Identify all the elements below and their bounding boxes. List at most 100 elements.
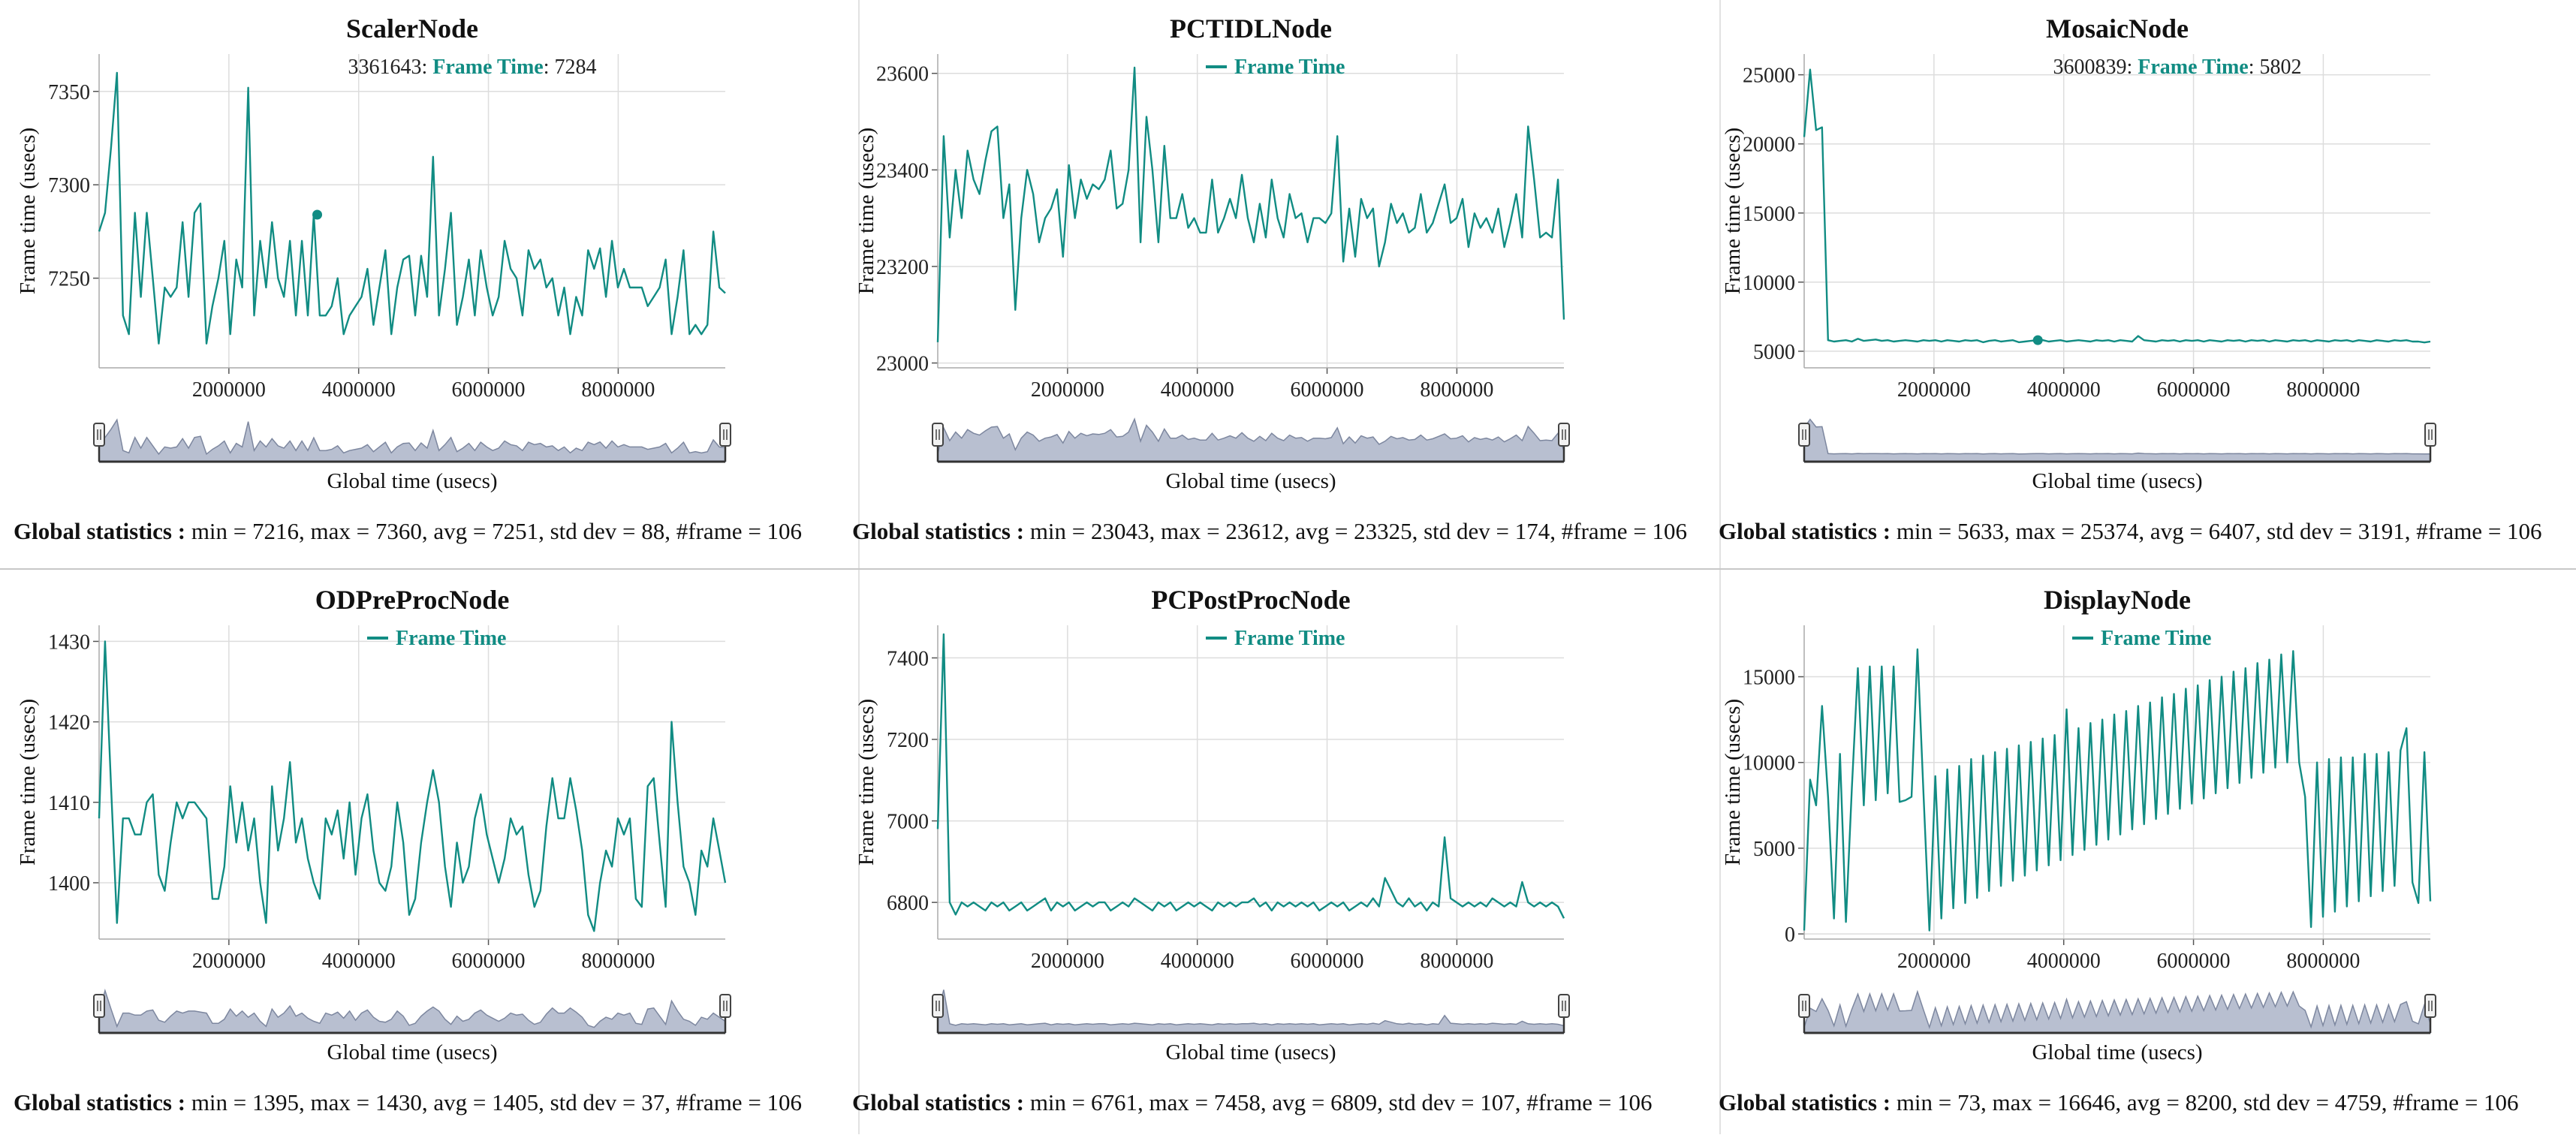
legend-label[interactable]: Frame Time bbox=[1234, 627, 1345, 650]
y-tick-label: 6800 bbox=[887, 892, 929, 915]
legend-label[interactable]: Frame Time bbox=[396, 627, 506, 650]
y-tick-label: 7200 bbox=[887, 729, 929, 752]
navigator-right-handle[interactable] bbox=[2424, 423, 2436, 447]
handle-grip bbox=[1798, 423, 1810, 447]
x-tick-label: 8000000 bbox=[581, 950, 655, 973]
hover-series-name: Frame Time bbox=[2138, 56, 2248, 79]
y-tick-label: 1420 bbox=[48, 712, 90, 735]
statistics-label: Global statistics : bbox=[1719, 1089, 1891, 1115]
line-chart[interactable]: MosaicNode 2000000 4000000 6000000 8000000 50… bbox=[1705, 0, 2565, 518]
line-chart[interactable]: PCPostProcNode 2000000 4000000 6000000 80000… bbox=[839, 571, 1698, 1089]
handle-grip bbox=[93, 423, 105, 447]
x-tick-label: 2000000 bbox=[1031, 950, 1104, 973]
x-tick-label: 4000000 bbox=[1161, 950, 1234, 973]
hover-y-value: : 7284 bbox=[544, 56, 597, 79]
navigator-right-handle[interactable] bbox=[2424, 994, 2436, 1018]
x-tick-label: 2000000 bbox=[192, 950, 266, 973]
x-tick-label: 4000000 bbox=[322, 378, 396, 402]
y-tick-label: 23000 bbox=[876, 353, 929, 376]
chart-title: ScalerNode bbox=[346, 14, 478, 44]
navigator-left-handle[interactable] bbox=[932, 423, 944, 447]
chart-panel: DisplayNode 2000000 4000000 6000000 8000000 0… bbox=[1705, 571, 2565, 1138]
statistics-values: min = 6761, max = 7458, avg = 6809, std … bbox=[1029, 1089, 1653, 1115]
statistics-label: Global statistics : bbox=[14, 1089, 186, 1115]
x-axis-label: Global time (usecs) bbox=[2032, 1040, 2202, 1064]
handle-grip bbox=[719, 994, 731, 1018]
statistics-values: min = 23043, max = 23612, avg = 23325, s… bbox=[1029, 518, 1688, 544]
legend-label[interactable]: Frame Time bbox=[2101, 627, 2211, 650]
column-divider bbox=[1719, 0, 1721, 568]
handle-grip bbox=[1558, 994, 1570, 1018]
x-tick-label: 4000000 bbox=[1161, 378, 1234, 402]
handle-grip bbox=[1798, 994, 1810, 1018]
global-statistics: Global statistics : min = 7216, max = 73… bbox=[14, 518, 802, 545]
handle-grip bbox=[2424, 423, 2436, 447]
y-tick-label: 7000 bbox=[887, 811, 929, 834]
x-tick-label: 6000000 bbox=[1291, 950, 1364, 973]
y-axis-label: Frame time (usecs) bbox=[854, 128, 878, 294]
hover-x-value: 3600839: bbox=[2053, 56, 2132, 79]
navigator-right-handle[interactable] bbox=[1558, 423, 1570, 447]
y-tick-label: 15000 bbox=[1743, 667, 1795, 690]
statistics-label: Global statistics : bbox=[852, 1089, 1025, 1115]
navigator-series bbox=[937, 417, 1565, 462]
x-tick-label: 6000000 bbox=[2157, 950, 2231, 973]
statistics-label: Global statistics : bbox=[14, 518, 186, 544]
hover-readout: 3361643: Frame Time: 7284 bbox=[348, 56, 596, 79]
series-line[interactable] bbox=[1803, 68, 2431, 344]
hover-point[interactable] bbox=[2032, 335, 2043, 345]
chart-panel: ScalerNode 2000000 4000000 6000000 8000000 72… bbox=[0, 0, 860, 567]
line-chart[interactable]: DisplayNode 2000000 4000000 6000000 8000000 0… bbox=[1705, 571, 2565, 1089]
navigator-left-handle[interactable] bbox=[1798, 423, 1810, 447]
x-tick-label: 8000000 bbox=[1420, 950, 1493, 973]
series-line[interactable] bbox=[98, 640, 727, 932]
navigator-left-handle[interactable] bbox=[932, 994, 944, 1018]
series-line[interactable] bbox=[936, 66, 1565, 342]
series-line[interactable] bbox=[936, 633, 1565, 919]
hover-point[interactable] bbox=[312, 209, 323, 220]
line-chart[interactable]: ODPreProcNode 2000000 4000000 6000000 800000… bbox=[0, 571, 860, 1089]
series-line[interactable] bbox=[1803, 648, 2432, 932]
x-axis-label: Global time (usecs) bbox=[327, 1040, 497, 1064]
navigator-right-handle[interactable] bbox=[719, 423, 731, 447]
y-tick-label: 23200 bbox=[876, 256, 929, 279]
line-chart[interactable]: PCTIDLNode 2000000 4000000 6000000 8000000 23… bbox=[839, 0, 1698, 518]
statistics-values: min = 7216, max = 7360, avg = 7251, std … bbox=[191, 518, 803, 544]
global-statistics: Global statistics : min = 23043, max = 2… bbox=[852, 518, 1687, 545]
x-tick-label: 6000000 bbox=[2157, 378, 2231, 402]
global-statistics: Global statistics : min = 6761, max = 74… bbox=[852, 1089, 1653, 1116]
chart-panel: ODPreProcNode 2000000 4000000 6000000 800000… bbox=[0, 571, 860, 1138]
handle-grip bbox=[2424, 994, 2436, 1018]
chart-title: PCPostProcNode bbox=[1151, 585, 1350, 615]
y-tick-label: 5000 bbox=[1753, 838, 1795, 861]
navigator-left-handle[interactable] bbox=[1798, 994, 1810, 1018]
chart-panel: PCPostProcNode 2000000 4000000 6000000 80000… bbox=[839, 571, 1698, 1138]
navigator-left-handle[interactable] bbox=[93, 994, 105, 1018]
x-tick-label: 6000000 bbox=[452, 950, 526, 973]
y-axis-label: Frame time (usecs) bbox=[854, 699, 878, 866]
x-tick-label: 8000000 bbox=[2286, 378, 2360, 402]
chart-title: PCTIDLNode bbox=[1170, 14, 1332, 44]
statistics-label: Global statistics : bbox=[1719, 518, 1891, 544]
x-tick-label: 4000000 bbox=[322, 950, 396, 973]
navigator-right-handle[interactable] bbox=[1558, 994, 1570, 1018]
series-line[interactable] bbox=[98, 71, 726, 345]
navigator-series bbox=[1803, 989, 2431, 1034]
statistics-label: Global statistics : bbox=[852, 518, 1025, 544]
navigator-right-handle[interactable] bbox=[719, 994, 731, 1018]
legend-label[interactable]: Frame Time bbox=[1234, 56, 1345, 79]
y-tick-label: 7350 bbox=[48, 81, 90, 104]
x-tick-label: 4000000 bbox=[2027, 378, 2101, 402]
y-tick-label: 7400 bbox=[887, 647, 929, 670]
navigator-left-handle[interactable] bbox=[93, 423, 105, 447]
navigator-series bbox=[98, 989, 726, 1034]
navigator-series bbox=[937, 989, 1565, 1034]
x-tick-label: 8000000 bbox=[581, 378, 655, 402]
statistics-values: min = 73, max = 16646, avg = 8200, std d… bbox=[1896, 1089, 2519, 1115]
y-tick-label: 15000 bbox=[1743, 203, 1795, 226]
line-chart[interactable]: ScalerNode 2000000 4000000 6000000 8000000 72… bbox=[0, 0, 860, 518]
y-tick-label: 1430 bbox=[48, 631, 90, 654]
x-tick-label: 4000000 bbox=[2027, 950, 2101, 973]
y-tick-label: 23400 bbox=[876, 159, 929, 182]
